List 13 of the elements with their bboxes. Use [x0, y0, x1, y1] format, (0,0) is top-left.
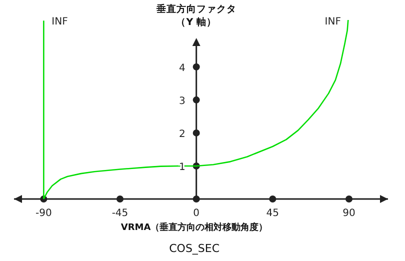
x-tick-label: 0: [193, 208, 200, 219]
annotation: INF: [324, 16, 342, 28]
text: COS_SEC: [169, 242, 220, 255]
annotation: INF: [52, 16, 68, 28]
x-axis-title: VRMA（垂直方向の相対移動角度）: [120, 222, 268, 233]
x-tick-label: 45: [266, 208, 280, 219]
x-tick-label: -45: [112, 208, 128, 219]
y-axis-title: 垂直方向ファクタ（Y 軸）: [155, 3, 238, 29]
y-tick-label: 4: [178, 62, 186, 74]
x-tick-label: -90: [36, 208, 52, 219]
y-tick-label: 2: [178, 128, 186, 140]
x-tick-label: 90: [342, 208, 356, 219]
y-tick-label: 3: [178, 96, 186, 107]
